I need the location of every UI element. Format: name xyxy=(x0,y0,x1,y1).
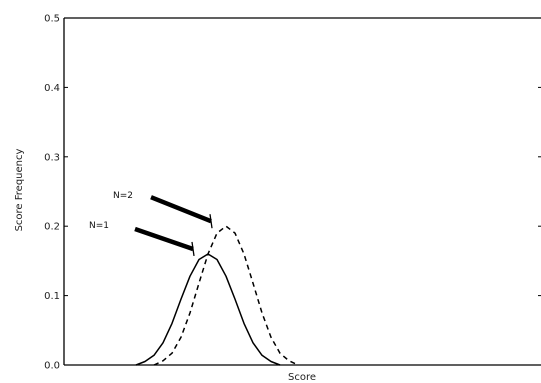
y-tick-label: 0.4 xyxy=(44,83,60,94)
annotation-arrow-head xyxy=(209,214,213,229)
y-tick-label: 0.3 xyxy=(44,152,60,163)
y-tick-label: 0.0 xyxy=(44,361,60,372)
y-axis: 0.0 0.1 0.2 0.3 0.4 0.5 xyxy=(44,14,541,372)
annotation-layer: N=1 N=2 xyxy=(89,191,213,257)
annotation-arrow-head xyxy=(191,241,195,257)
annotation-label: N=1 xyxy=(89,221,109,231)
x-axis-title: Score xyxy=(288,372,316,383)
y-tick-label: 0.1 xyxy=(44,291,60,302)
series-2-line xyxy=(153,225,299,366)
y-tick-label: 0.5 xyxy=(44,14,60,25)
plot-frame xyxy=(63,17,541,366)
annotation-arrow xyxy=(134,226,194,252)
series-layer xyxy=(135,225,299,366)
y-tick-label: 0.2 xyxy=(44,222,60,233)
annotation-label: N=2 xyxy=(113,191,133,201)
annotation-arrow xyxy=(150,195,212,224)
y-axis-title: Score Frequency xyxy=(14,149,25,232)
